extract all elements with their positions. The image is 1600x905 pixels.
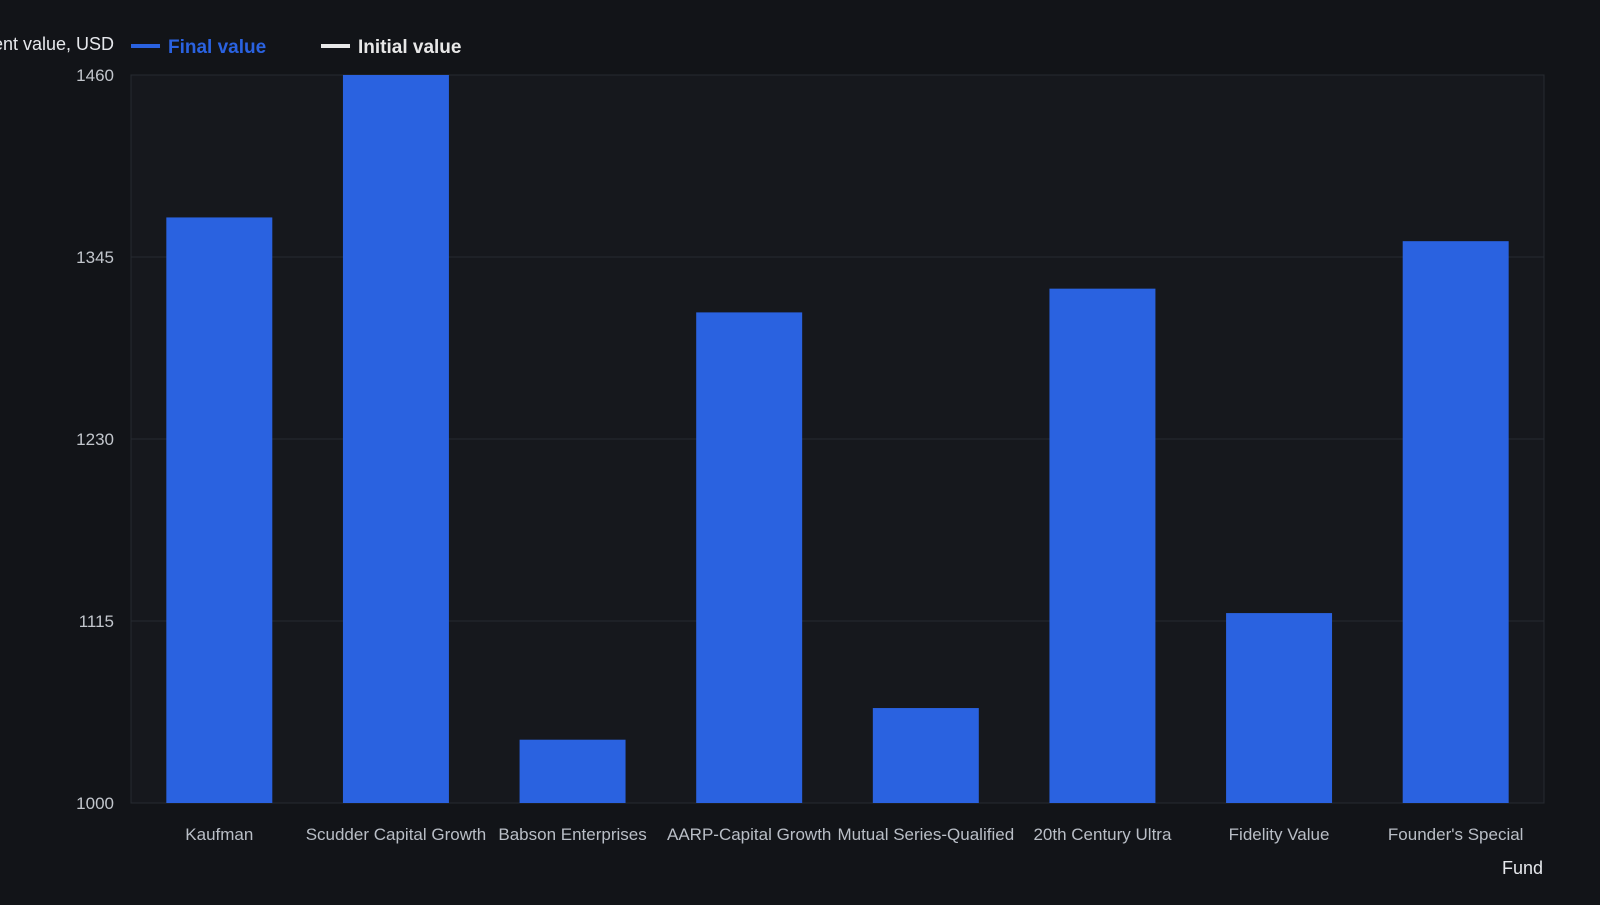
x-tick-label: Fidelity Value bbox=[1229, 825, 1330, 844]
x-axis-categories: Kaufman Scudder Capital Growth Babson Ente… bbox=[185, 825, 1523, 844]
y-axis-label: Investment value, USD bbox=[0, 34, 114, 54]
y-tick-label: 1345 bbox=[76, 248, 114, 267]
bar-fidelity-value[interactable] bbox=[1226, 613, 1333, 803]
legend-label-final-value: Final value bbox=[168, 37, 266, 58]
x-tick-label: Kaufman bbox=[185, 825, 253, 844]
x-axis-label: Fund bbox=[1502, 858, 1543, 878]
y-tick-label: 1230 bbox=[76, 430, 114, 449]
x-tick-label: Babson Enterprises bbox=[498, 825, 646, 844]
legend-label-initial-value: Initial value bbox=[358, 37, 461, 58]
y-tick-label: 1115 bbox=[79, 612, 114, 631]
bar-founder-s-special[interactable] bbox=[1402, 241, 1509, 803]
bar-20th-century-ultra[interactable] bbox=[1049, 288, 1156, 803]
legend-item-initial-value[interactable]: Initial value bbox=[321, 37, 461, 58]
bar-babson-enterprises[interactable] bbox=[519, 739, 626, 803]
y-tick-label: 1000 bbox=[76, 794, 114, 813]
legend: Final value Initial value bbox=[131, 37, 461, 58]
bars bbox=[166, 75, 1509, 803]
x-tick-label: Mutual Series-Qualified bbox=[837, 825, 1014, 844]
bar-kaufman[interactable] bbox=[166, 217, 273, 803]
x-tick-label: Scudder Capital Growth bbox=[306, 825, 486, 844]
x-tick-label: AARP-Capital Growth bbox=[667, 825, 831, 844]
legend-item-final-value[interactable]: Final value bbox=[131, 37, 266, 58]
y-axis-ticks: 1000 1115 1230 1345 1460 bbox=[76, 66, 114, 813]
bar-scudder-capital-growth[interactable] bbox=[342, 75, 449, 803]
bar-aarp-capital-growth[interactable] bbox=[696, 312, 803, 803]
bar-mutual-series-qualified[interactable] bbox=[872, 708, 979, 803]
y-tick-label: 1460 bbox=[76, 66, 114, 85]
x-tick-label: 20th Century Ultra bbox=[1033, 825, 1171, 844]
x-tick-label: Founder's Special bbox=[1388, 825, 1524, 844]
